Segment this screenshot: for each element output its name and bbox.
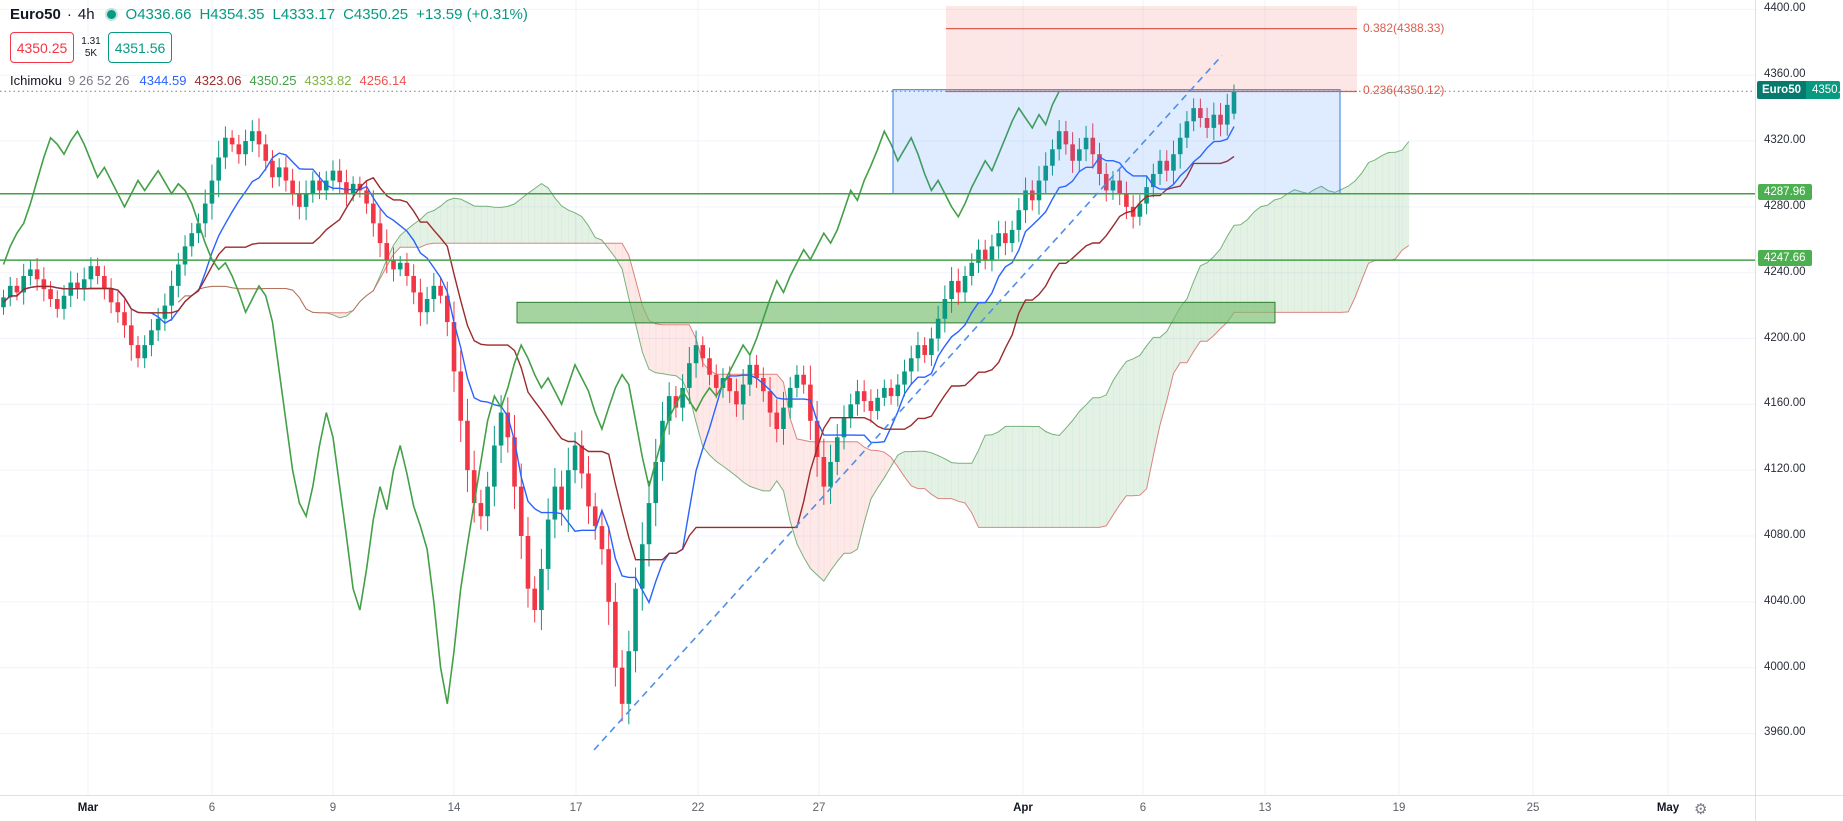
current-price-value: 4350.25 [1806, 81, 1840, 100]
time-axis-label: 9 [329, 802, 337, 814]
price-axis-label: 4000.00 [1764, 660, 1806, 673]
axis-corner [1755, 795, 1843, 821]
time-axis-label: May [1656, 802, 1680, 814]
lot-size-value: 5K [84, 47, 98, 59]
indicator-value: 4333.82 [304, 73, 352, 88]
settings-gear-icon[interactable]: ⚙ [1694, 801, 1708, 818]
indicator-value: 4256.14 [359, 73, 407, 88]
price-axis-label: 3960.00 [1764, 726, 1806, 739]
trade-buttons-row: 4350.25 1.31 5K 4351.56 [10, 32, 536, 63]
price-axis[interactable]: 4400.00 4360.00 4320.00 4280.00 4240.00 4200.… [1755, 0, 1843, 795]
time-axis-label: 17 [569, 802, 583, 814]
time-axis-label: 6 [208, 802, 216, 814]
price-axis-label: 4320.00 [1764, 134, 1806, 147]
current-price-symbol: Euro50 [1757, 81, 1806, 100]
time-axis-label: 6 [1139, 802, 1147, 814]
indicator-values: 4344.59 4323.06 4350.25 4333.82 4256.14 [139, 73, 414, 88]
price-axis-label: 4160.00 [1764, 397, 1806, 410]
indicator-params: 9 26 52 26 [68, 73, 130, 88]
time-axis-label: 14 [447, 802, 461, 814]
spread-info: 1.31 5K [74, 36, 108, 60]
title-separator: · [66, 6, 72, 23]
time-axis-label: 27 [812, 802, 826, 814]
change-value: +13.59 (+0.31%) [416, 6, 528, 23]
time-axis-label: Mar [77, 802, 99, 814]
legend: Euro50 · 4h O4336.66 H4354.35 L4333.17 C… [10, 6, 536, 88]
time-axis-label: 22 [691, 802, 705, 814]
indicator-name[interactable]: Ichimoku [10, 73, 63, 88]
price-line-badge[interactable]: 4247.66 [1758, 250, 1812, 267]
time-axis-label: 13 [1258, 802, 1272, 814]
sell-button[interactable]: 4350.25 [10, 32, 74, 63]
price-axis-label: 4280.00 [1764, 199, 1806, 212]
symbol-row: Euro50 · 4h O4336.66 H4354.35 L4333.17 C… [10, 6, 536, 23]
symbol-name[interactable]: Euro50 [10, 6, 61, 23]
price-line-badge[interactable]: 4287.96 [1758, 183, 1812, 200]
time-axis-label: Apr [1013, 802, 1033, 814]
time-axis-label: 25 [1526, 802, 1540, 814]
time-axis-label: 19 [1392, 802, 1406, 814]
price-axis-label: 4240.00 [1764, 265, 1806, 278]
close-value: C4350.25 [343, 6, 409, 23]
price-axis-label: 4080.00 [1764, 528, 1806, 541]
interval-label[interactable]: 4h [77, 6, 95, 23]
buy-button[interactable]: 4351.56 [108, 32, 172, 63]
indicator-value: 4323.06 [194, 73, 242, 88]
price-axis-label: 4360.00 [1764, 68, 1806, 81]
spread-value: 1.31 [81, 35, 101, 47]
indicator-value: 4350.25 [249, 73, 297, 88]
indicator-row: Ichimoku 9 26 52 26 4344.59 4323.06 4350.2… [10, 73, 536, 88]
chart-canvas[interactable] [0, 0, 1755, 795]
chart-area[interactable]: 0.382(4388.33) 0.236(4350.12) Euro50 · 4h… [0, 0, 1755, 795]
price-axis-label: 4040.00 [1764, 594, 1806, 607]
price-axis-label: 4200.00 [1764, 331, 1806, 344]
price-axis-label: 4120.00 [1764, 463, 1806, 476]
open-value: O4336.66 [125, 6, 192, 23]
high-value: H4354.35 [199, 6, 265, 23]
indicator-value: 4344.59 [139, 73, 187, 88]
price-axis-label: 4400.00 [1764, 2, 1806, 15]
market-status-icon[interactable] [106, 10, 116, 19]
time-axis[interactable]: ⚙ Mar 6 9 14 17 22 27 Apr 6 13 19 25 May [0, 795, 1755, 821]
low-value: L4333.17 [272, 6, 336, 23]
